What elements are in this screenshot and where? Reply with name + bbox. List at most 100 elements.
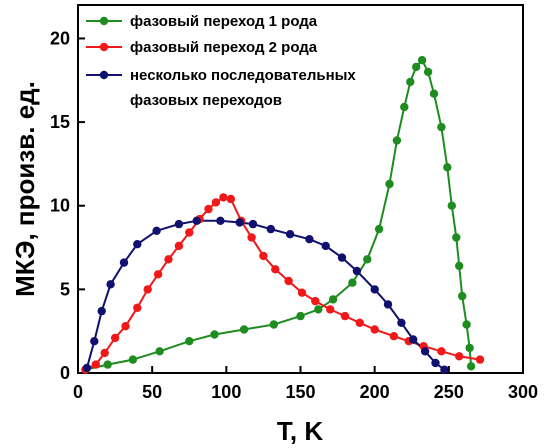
data-point-series-3: [192, 216, 201, 225]
data-point-series-3: [285, 230, 295, 239]
axis-ticks: 0 50 100 150 200 250 300 0 5 10 15 20: [50, 28, 538, 402]
data-point-series-2: [326, 305, 335, 314]
data-point-series-3: [352, 266, 362, 276]
x-tick-label: 100: [211, 382, 241, 402]
data-point-series-1: [374, 224, 384, 234]
data-point-series-3: [431, 358, 440, 368]
legend-label-1: фазовый переход 1 рода: [130, 13, 318, 30]
legend-swatch-marker-2: [99, 42, 109, 52]
data-point-series-1: [392, 136, 402, 145]
data-point-series-1: [465, 343, 474, 353]
data-point-series-1: [455, 261, 464, 271]
data-point-series-3: [90, 337, 99, 346]
data-point-series-2: [297, 288, 307, 297]
legend-label-3: несколько последовательных фазовых перех…: [130, 67, 360, 109]
data-point-series-1: [348, 278, 357, 287]
data-point-series-1: [406, 77, 415, 87]
data-point-series-2: [174, 241, 184, 251]
data-point-series-3: [119, 258, 129, 267]
data-point-series-2: [153, 270, 163, 279]
legend-item-2: фазовый переход 2 рода: [86, 39, 318, 56]
data-point-series-1: [462, 320, 471, 329]
series-points: [81, 56, 485, 374]
data-point-series-1: [423, 67, 433, 77]
data-point-series-2: [455, 352, 464, 361]
x-tick-label: 50: [142, 382, 162, 402]
data-point-series-3: [440, 365, 449, 374]
legend-swatch-marker-3: [99, 70, 109, 80]
data-point-series-3: [216, 216, 225, 225]
data-point-series-2: [247, 233, 256, 242]
data-point-series-3: [420, 347, 430, 356]
data-point-series-3: [266, 224, 275, 234]
x-tick-label: 0: [73, 382, 83, 402]
x-tick-label: 200: [360, 382, 390, 402]
data-point-series-1: [328, 295, 338, 304]
data-point-series-3: [409, 335, 418, 344]
data-point-series-3: [370, 285, 379, 294]
data-point-series-2: [110, 333, 120, 343]
data-point-series-2: [389, 332, 399, 341]
data-point-series-1: [412, 62, 421, 72]
data-point-series-3: [235, 218, 244, 227]
data-point-series-2: [133, 303, 142, 312]
data-point-series-1: [239, 325, 249, 334]
data-point-series-3: [305, 235, 314, 244]
data-point-series-3: [82, 363, 92, 373]
data-point-series-1: [385, 179, 394, 189]
data-point-series-1: [363, 255, 372, 264]
data-point-series-3: [248, 219, 258, 229]
x-tick-label: 300: [508, 382, 538, 402]
data-point-series-1: [400, 102, 409, 112]
data-point-series-2: [475, 355, 485, 364]
data-point-series-3: [383, 300, 393, 309]
legend-item-1: фазовый переход 1 рода: [86, 13, 318, 30]
legend-item-3: несколько последовательных фазовых перех…: [86, 67, 360, 109]
data-point-series-2: [121, 322, 130, 331]
data-point-series-1: [185, 337, 194, 346]
data-point-series-1: [155, 347, 164, 356]
data-point-series-2: [91, 360, 101, 369]
data-point-series-2: [284, 276, 293, 286]
data-point-series-2: [259, 251, 268, 261]
x-tick-label: 150: [285, 382, 315, 402]
data-point-series-1: [269, 320, 278, 329]
data-point-series-1: [452, 233, 461, 242]
data-point-series-1: [458, 291, 467, 301]
data-point-series-3: [321, 241, 330, 251]
data-point-series-2: [271, 265, 280, 274]
data-point-series-3: [337, 253, 347, 262]
data-point-series-1: [429, 89, 439, 98]
data-point-series-1: [103, 360, 112, 369]
data-point-series-2: [311, 296, 320, 306]
data-point-series-1: [314, 305, 323, 314]
y-tick-label: 20: [50, 28, 70, 48]
data-point-series-2: [340, 311, 350, 321]
data-point-series-1: [296, 311, 305, 321]
data-point-series-2: [204, 204, 213, 214]
data-point-series-2: [226, 194, 235, 204]
x-tick-label: 250: [434, 382, 464, 402]
data-point-series-1: [210, 330, 219, 339]
data-point-series-3: [152, 226, 161, 235]
data-point-series-2: [211, 198, 221, 207]
data-point-series-2: [185, 228, 194, 237]
data-point-series-1: [128, 355, 138, 364]
y-tick-label: 5: [60, 279, 70, 299]
data-point-series-1: [443, 163, 452, 172]
data-point-series-3: [106, 280, 115, 289]
data-point-series-2: [219, 193, 228, 202]
data-point-series-2: [143, 285, 152, 294]
y-axis-title: МКЭ, произв. ед.: [10, 81, 40, 297]
data-point-series-1: [417, 56, 427, 65]
data-point-series-3: [133, 240, 142, 249]
data-point-series-2: [100, 348, 109, 358]
data-point-series-2: [164, 255, 173, 264]
data-point-series-2: [437, 347, 446, 356]
data-point-series-3: [97, 306, 106, 316]
y-tick-label: 10: [50, 196, 70, 216]
legend-label-3-line-2: фазовых переходов: [130, 92, 282, 109]
legend-swatch-marker-1: [99, 16, 109, 26]
data-point-series-3: [174, 219, 184, 229]
data-point-series-1: [437, 122, 446, 132]
